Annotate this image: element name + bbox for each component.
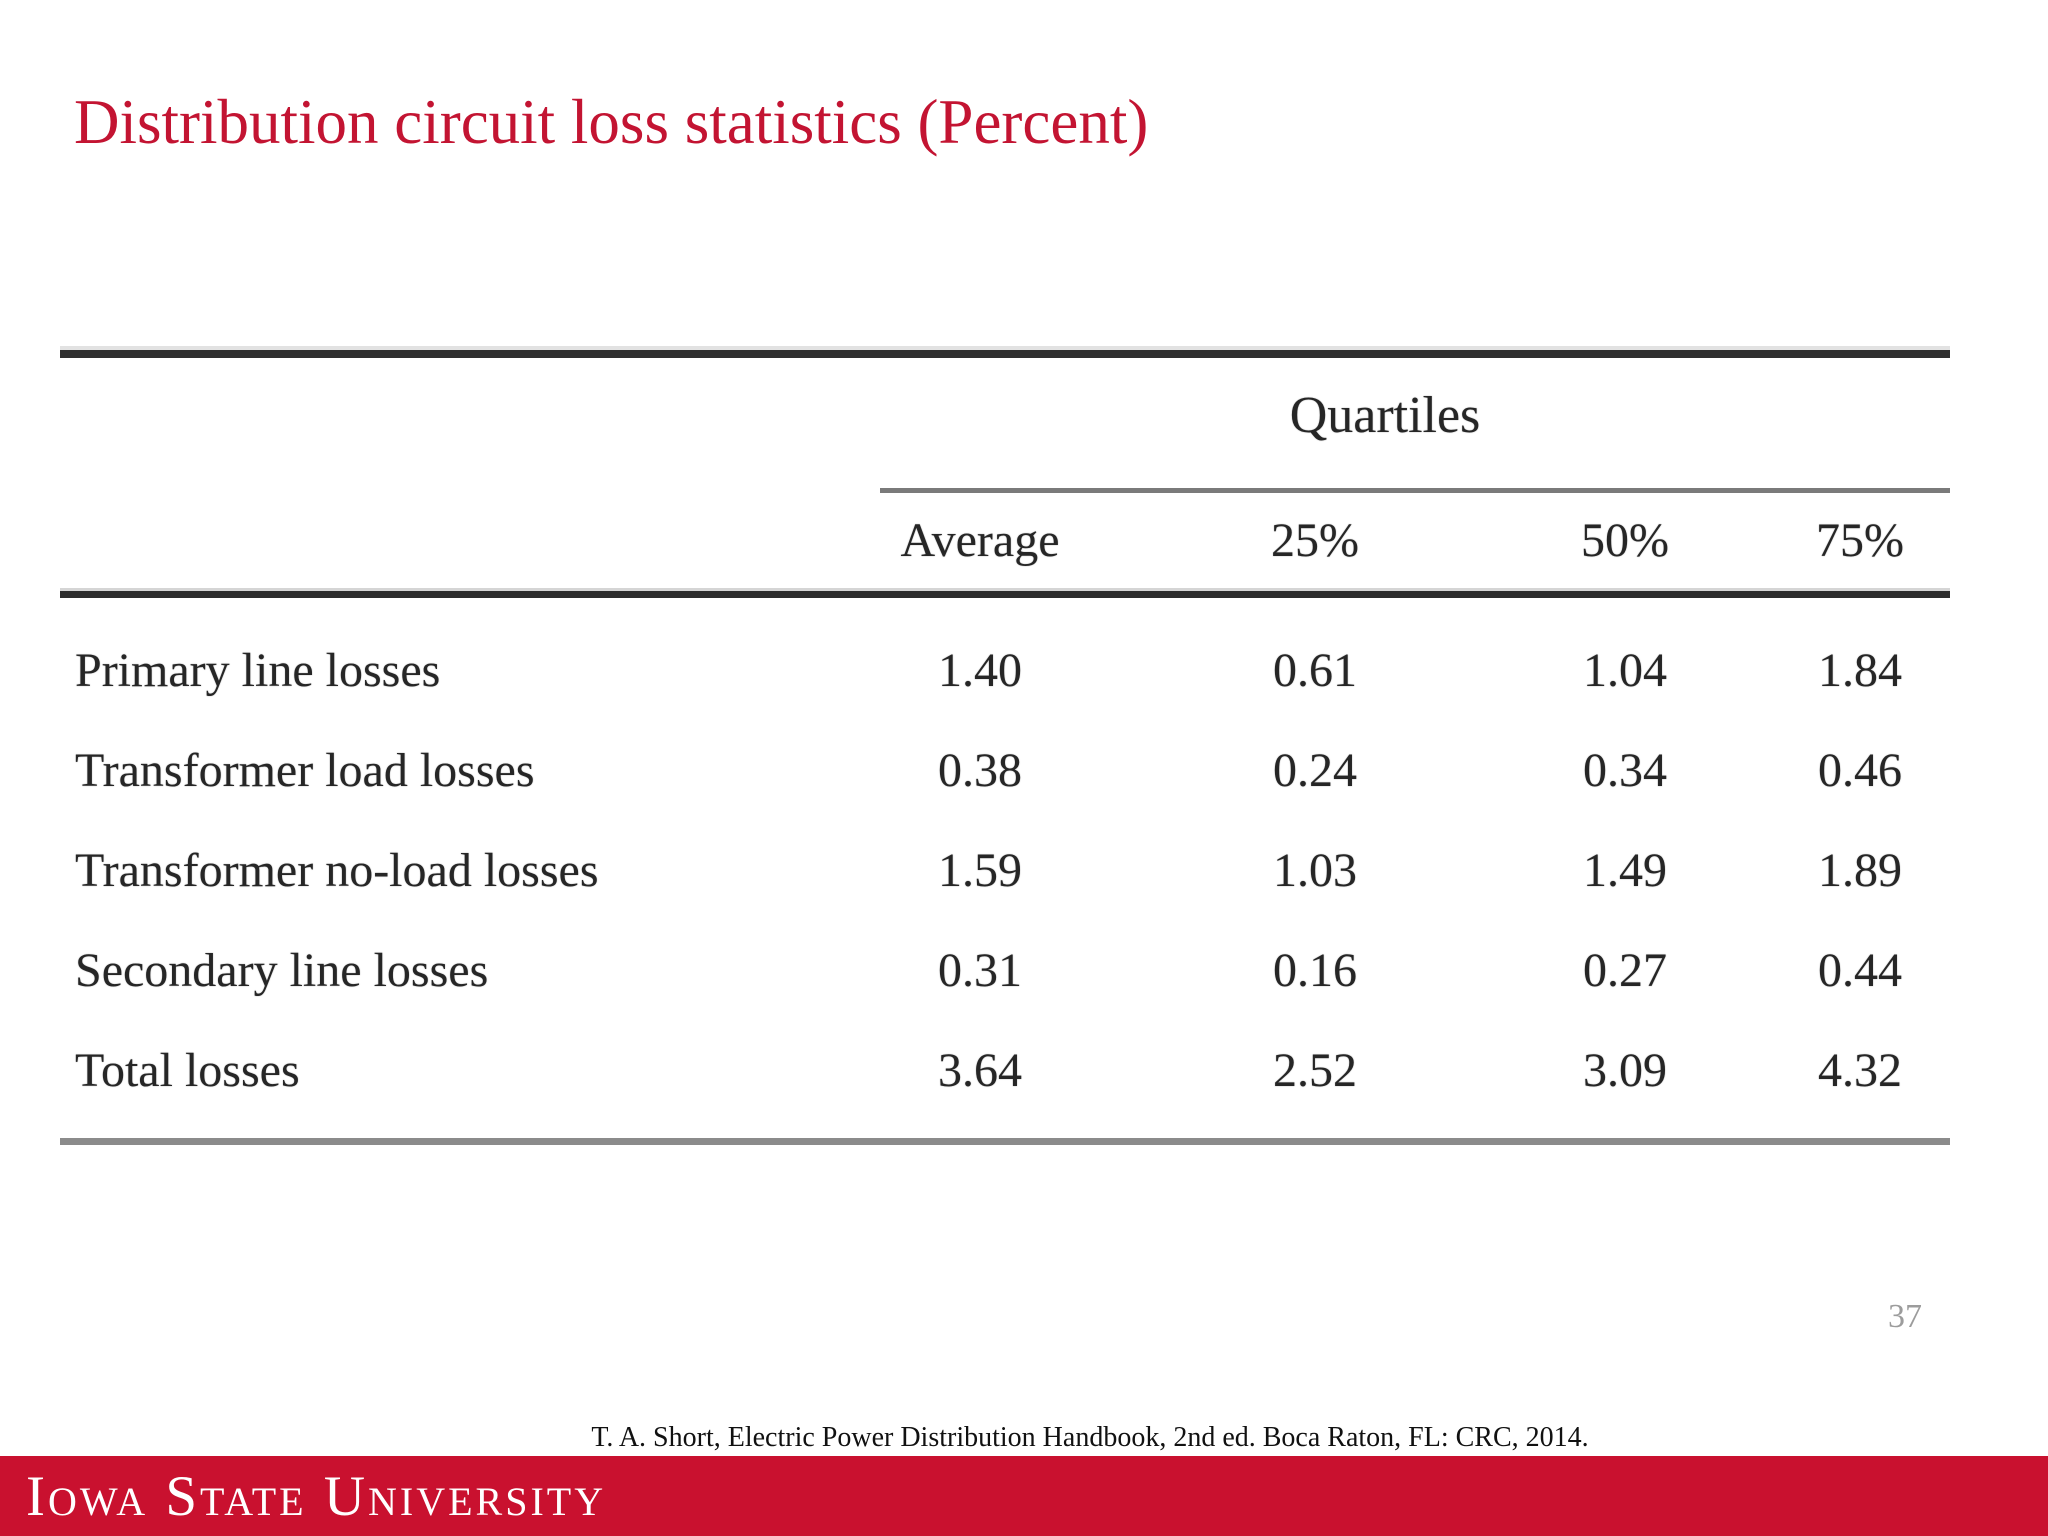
row-value-75: 1.84	[1818, 643, 1902, 697]
table-header-row: Average 25% 50% 75%	[60, 493, 1950, 588]
iowa-state-university-wordmark: Iowa State University	[26, 1464, 607, 1528]
row-label: Primary line losses	[75, 643, 441, 697]
row-value-average: 3.64	[938, 1043, 1022, 1097]
table-header-rule	[60, 588, 1950, 598]
row-value-75: 0.46	[1818, 743, 1902, 797]
loss-statistics-table: Quartiles Average 25% 50% 75% Primary li…	[60, 346, 1950, 1145]
row-value-average: 0.38	[938, 743, 1022, 797]
table-top-rule	[60, 346, 1950, 358]
quartiles-spanner-rule	[880, 488, 1950, 493]
footer-bar: Iowa State University	[0, 1456, 2048, 1536]
citation: T. A. Short, Electric Power Distribution…	[591, 1422, 1589, 1453]
table-row-transformer-no-load-losses: Transformer no-load losses 1.59 1.03 1.4…	[60, 820, 1950, 920]
row-value-25: 2.52	[1273, 1043, 1357, 1097]
table-bottom-rule	[60, 1138, 1950, 1145]
table-row-total-losses: Total losses 3.64 2.52 3.09 4.32	[60, 1020, 1950, 1120]
row-value-average: 1.59	[938, 843, 1022, 897]
row-value-average: 0.31	[938, 943, 1022, 997]
slide-title: Distribution circuit loss statistics (Pe…	[74, 87, 1149, 158]
column-header-25: 25%	[1271, 514, 1359, 567]
table-row-secondary-line-losses: Secondary line losses 0.31 0.16 0.27 0.4…	[60, 920, 1950, 1020]
table-spanner-row: Quartiles	[60, 358, 1950, 488]
row-value-average: 1.40	[938, 643, 1022, 697]
row-value-25: 0.24	[1273, 743, 1357, 797]
row-value-25: 0.16	[1273, 943, 1357, 997]
table-body: Primary line losses 1.40 0.61 1.04 1.84 …	[60, 598, 1950, 1120]
quartiles-spanner-label: Quartiles	[1289, 387, 1481, 444]
row-value-25: 0.61	[1273, 643, 1357, 697]
column-header-75: 75%	[1816, 514, 1904, 567]
row-label: Secondary line losses	[75, 943, 489, 997]
row-value-75: 4.32	[1818, 1043, 1902, 1097]
row-value-75: 1.89	[1818, 843, 1902, 897]
row-value-50: 1.04	[1583, 643, 1667, 697]
row-value-25: 1.03	[1273, 843, 1357, 897]
column-header-50: 50%	[1581, 514, 1669, 567]
row-value-50: 0.34	[1583, 743, 1667, 797]
row-value-50: 0.27	[1583, 943, 1667, 997]
row-value-50: 1.49	[1583, 843, 1667, 897]
row-label: Transformer load losses	[75, 743, 535, 797]
column-header-average: Average	[900, 514, 1060, 567]
row-label: Total losses	[75, 1043, 300, 1097]
table-row-transformer-load-losses: Transformer load losses 0.38 0.24 0.34 0…	[60, 720, 1950, 820]
page-number: 37	[1888, 1298, 1922, 1335]
row-value-50: 3.09	[1583, 1043, 1667, 1097]
table-row-primary-line-losses: Primary line losses 1.40 0.61 1.04 1.84	[60, 620, 1950, 720]
row-value-75: 0.44	[1818, 943, 1902, 997]
row-label: Transformer no-load losses	[75, 843, 599, 897]
